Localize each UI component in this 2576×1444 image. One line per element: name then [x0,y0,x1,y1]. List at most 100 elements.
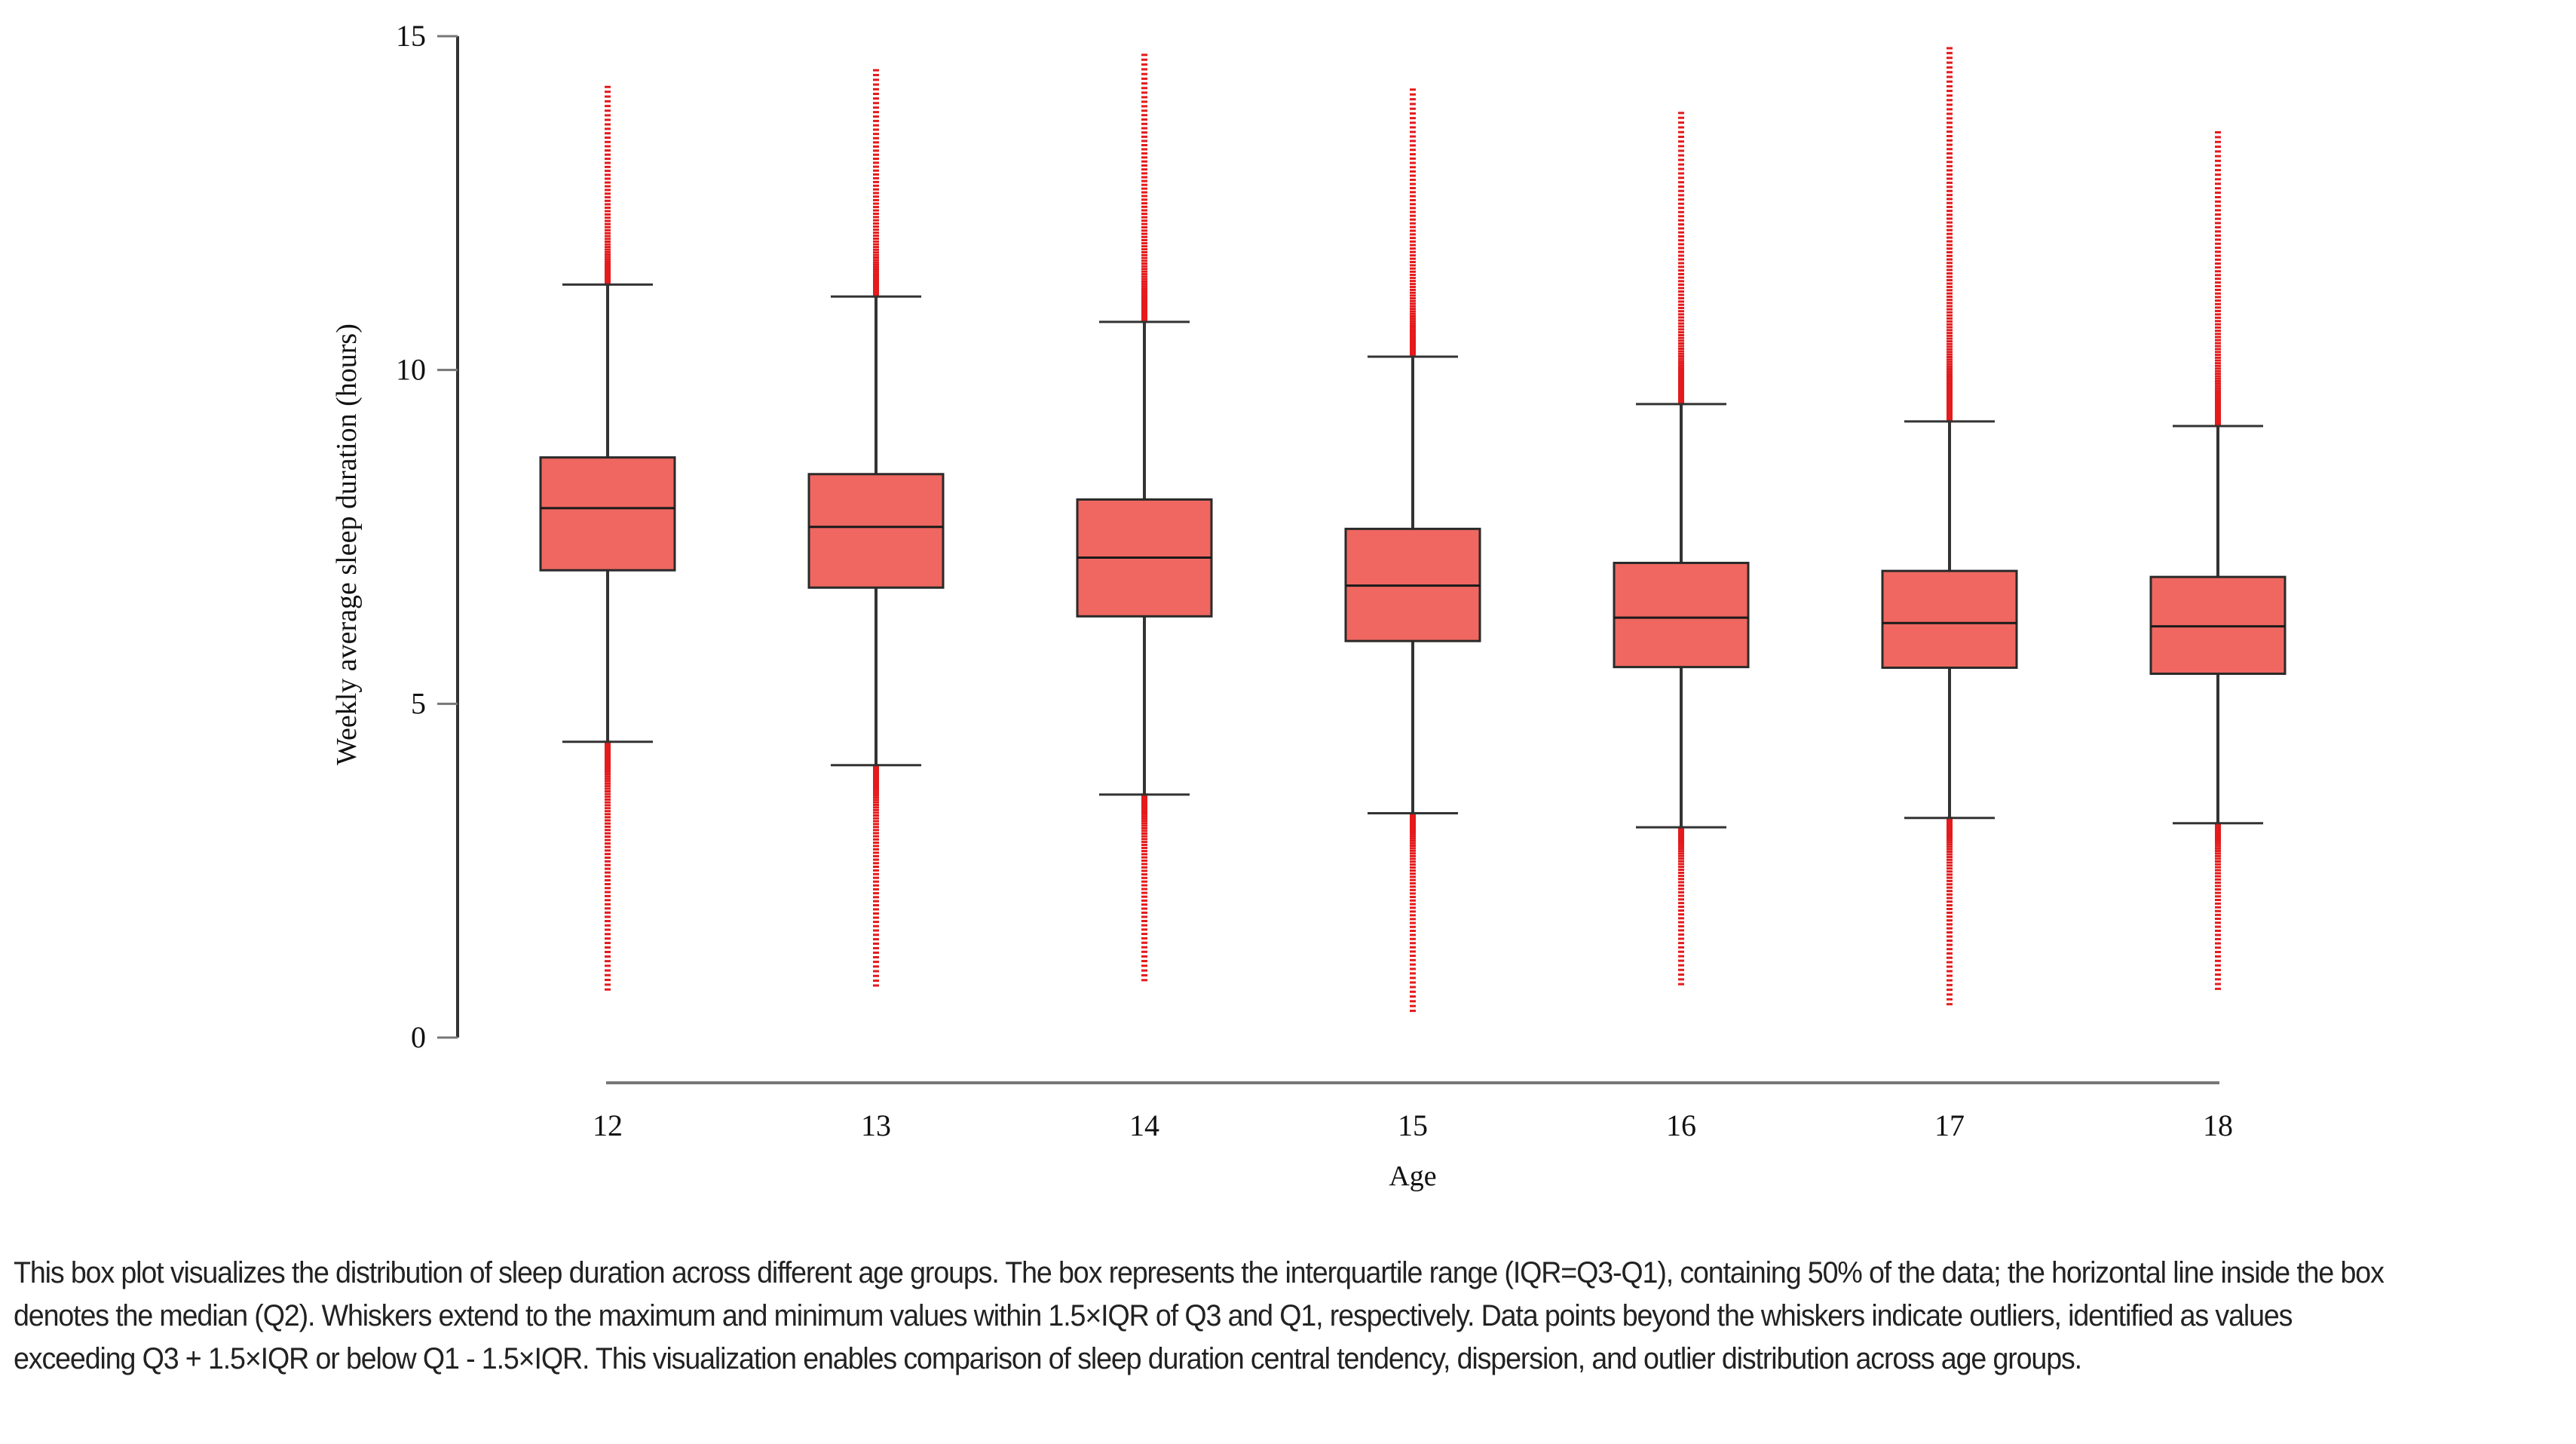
outlier-point [1141,915,1147,918]
outlier-point [605,819,611,822]
outlier-point [605,883,611,886]
outlier-point [1141,290,1147,293]
outlier-point [1141,899,1147,902]
outlier-point [1141,973,1147,976]
outlier-point [873,198,879,201]
outlier-point [1410,195,1416,198]
outlier-point [1678,834,1684,837]
outlier-point [1678,231,1684,234]
outlier-point [873,851,879,854]
outlier-point [873,801,879,804]
outlier-point [605,771,611,774]
outlier-point [1141,838,1147,841]
upper-outliers [1678,112,1684,406]
outlier-point [2215,254,2221,257]
outlier-point [605,260,611,263]
outlier-point [1410,829,1416,832]
outlier-point [1678,863,1684,866]
outlier-point [2215,403,2221,406]
outlier-point [2215,863,2221,866]
upper-outliers [1947,47,1953,423]
outlier-point [2215,393,2221,396]
outlier-point [1947,139,1953,142]
outlier-point [1141,911,1147,914]
outlier-point [1947,1003,1953,1006]
outlier-point [605,839,611,842]
outlier-point [605,825,611,828]
outlier-point [1410,294,1416,297]
outlier-point [1141,876,1147,879]
outlier-point [2215,173,2221,176]
outlier-point [2215,835,2221,838]
outlier-point [605,228,611,231]
outlier-point [2215,899,2221,902]
outlier-point [1410,823,1416,826]
outlier-point [1947,879,1953,882]
outlier-point [1141,232,1147,235]
outlier-point [1678,881,1684,884]
outlier-point [605,979,611,982]
outlier-point [873,829,879,832]
outlier-point [1947,275,1953,278]
outlier-point [1678,983,1684,986]
outlier-point [1410,166,1416,169]
outlier-point [1947,181,1953,184]
outlier-point [1141,77,1147,80]
outlier-point [605,785,611,788]
outlier-point [1410,225,1416,228]
outlier-point [1410,240,1416,243]
outlier-point [873,263,879,266]
outlier-point [1410,854,1416,857]
outlier-point [2215,937,2221,940]
outlier-point [605,835,611,839]
outlier-point [873,803,879,806]
outlier-point [1141,273,1147,276]
outlier-point [605,140,611,143]
outlier-point [1141,850,1147,853]
box-group-age-15 [1344,88,1481,1013]
outlier-point [1410,317,1416,320]
outlier-point [1678,379,1684,382]
outlier-point [873,97,879,100]
outlier-point [873,180,879,183]
outlier-point [873,124,879,127]
outlier-point [1947,75,1953,78]
outlier-point [873,866,879,869]
outlier-point [605,189,611,192]
outlier-point [1410,270,1416,273]
outlier-point [873,820,879,823]
x-axis: 12 13 14 15 16 17 18 [593,1081,2233,1142]
outlier-point [2215,230,2221,233]
outlier-point [605,136,611,139]
outlier-point [2215,333,2221,336]
outlier-point [605,766,611,769]
outlier-point [2215,909,2221,912]
outlier-point [1141,122,1147,125]
outlier-point [1678,140,1684,143]
outlier-point [2215,266,2221,269]
outlier-point [1947,867,1953,870]
outlier-point [1678,272,1684,275]
outlier-point [873,259,879,262]
outlier-point [1947,989,1953,992]
outlier-point [1947,305,1953,308]
outlier-point [1410,174,1416,177]
outlier-point [873,799,879,802]
outlier-point [1947,861,1953,864]
outlier-point [2215,281,2221,284]
outlier-point [1141,253,1147,256]
outlier-point [2215,417,2221,420]
outlier-point [873,892,879,895]
outlier-point [1947,826,1953,829]
outlier-point [1947,282,1953,285]
outlier-point [1678,333,1684,336]
outlier-point [873,276,879,279]
outlier-point [605,849,611,852]
outlier-point [873,872,879,875]
outlier-point [873,774,879,777]
outlier-point [1141,191,1147,194]
outlier-point [2215,888,2221,891]
outlier-point [1678,375,1684,378]
outlier-point [2215,934,2221,937]
outlier-point [2215,391,2221,394]
